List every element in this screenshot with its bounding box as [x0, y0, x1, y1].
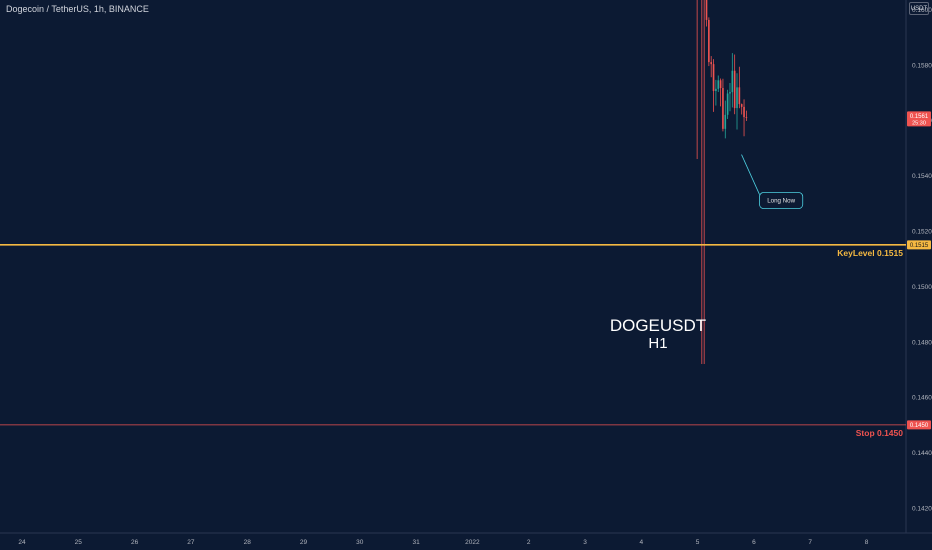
level-tag-text: 0.1450 [910, 423, 929, 429]
x-tick-label: 25 [75, 539, 83, 546]
x-tick-label: 30 [356, 539, 364, 546]
x-tick-label: 2022 [465, 539, 480, 546]
candle-body [717, 80, 720, 89]
candle-body [724, 114, 727, 129]
x-tick-label: 31 [412, 539, 420, 546]
x-tick-label: 29 [300, 539, 308, 546]
y-tick-label: 0.1480 [912, 339, 932, 346]
candle-body [738, 87, 741, 105]
symbol-label: DOGEUSDT [610, 316, 706, 335]
plot-area [696, 0, 748, 364]
level-tag-text: 0.1515 [910, 243, 929, 249]
candle-body [719, 80, 722, 89]
x-tick-label: 2 [527, 539, 531, 546]
x-tick-label: 4 [639, 539, 643, 546]
level-tag-stop [907, 420, 931, 430]
x-tick-label: 7 [808, 539, 812, 546]
level-tag-keylevel [907, 240, 931, 250]
y-tick-label: 0.1460 [912, 395, 932, 402]
y-tick-label: 0.1580 [912, 62, 932, 69]
candle-body [715, 88, 717, 91]
candle-body [726, 93, 729, 115]
candle-body [745, 117, 748, 118]
candle-body [712, 64, 715, 91]
x-tick-label: 24 [18, 539, 26, 546]
candle-body [722, 88, 724, 129]
level-label-stop: Stop 0.1450 [856, 428, 904, 438]
candle-body [708, 19, 710, 63]
y-tick-label: 0.1540 [912, 173, 932, 180]
y-tick-label: 0.1500 [912, 284, 932, 291]
candle-body [705, 0, 708, 20]
current-price-value: 0.1561 [910, 114, 929, 120]
level-label-keylevel: KeyLevel 0.1515 [837, 248, 903, 258]
x-tick-label: 3 [583, 539, 587, 546]
x-tick-label: 26 [131, 539, 139, 546]
y-tick-label: 0.1420 [912, 506, 932, 513]
chart-title: Dogecoin / TetherUS, 1h, BINANCE [6, 4, 149, 14]
candle-body [731, 70, 734, 93]
current-price-countdown: 25:30 [912, 120, 926, 126]
y-tick-label: 0.1520 [912, 229, 932, 236]
note-pointer [741, 154, 760, 195]
current-price-tag [907, 111, 931, 127]
note-box[interactable] [759, 192, 804, 209]
candle-body [736, 87, 738, 109]
y-tick-label: 0.1600 [912, 7, 932, 14]
y-tick-label: 0.1440 [912, 450, 932, 457]
candle-body [729, 92, 731, 94]
candle-body [740, 104, 743, 107]
timeframe-label: H1 [648, 335, 667, 352]
candle-body [743, 106, 745, 118]
candle-body [710, 62, 713, 65]
x-tick-label: 27 [187, 539, 195, 546]
x-tick-label: 6 [752, 539, 756, 546]
currency-badge[interactable]: USDT [909, 2, 929, 15]
x-tick-label: 8 [865, 539, 869, 546]
x-tick-label: 28 [244, 539, 252, 546]
candles [696, 0, 748, 364]
x-tick-label: 5 [696, 539, 700, 546]
note-text: Long Now [767, 198, 795, 205]
candle-body [733, 70, 736, 109]
